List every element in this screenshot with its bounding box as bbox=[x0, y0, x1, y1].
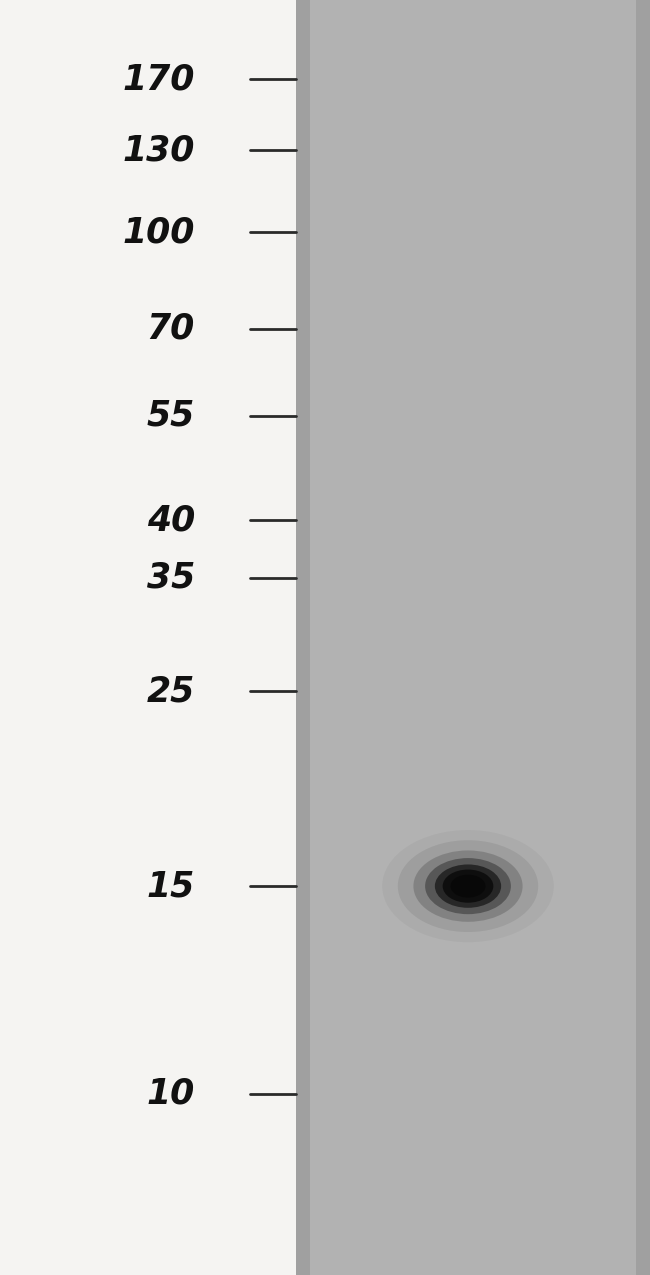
Text: 170: 170 bbox=[123, 62, 195, 96]
Bar bbox=[296, 0, 310, 1275]
Ellipse shape bbox=[398, 840, 538, 932]
Bar bbox=[636, 0, 650, 1275]
Ellipse shape bbox=[450, 875, 486, 898]
Text: 100: 100 bbox=[123, 215, 195, 249]
Text: 25: 25 bbox=[147, 674, 195, 708]
Text: 40: 40 bbox=[147, 504, 195, 537]
Text: 130: 130 bbox=[123, 134, 195, 167]
Bar bbox=[296, 0, 650, 1275]
Ellipse shape bbox=[435, 864, 501, 908]
Ellipse shape bbox=[443, 870, 493, 903]
Ellipse shape bbox=[425, 858, 511, 914]
Text: 55: 55 bbox=[147, 399, 195, 432]
Text: 15: 15 bbox=[147, 870, 195, 903]
Ellipse shape bbox=[413, 850, 523, 922]
Text: 10: 10 bbox=[147, 1077, 195, 1111]
Text: 70: 70 bbox=[147, 312, 195, 346]
Text: 35: 35 bbox=[147, 561, 195, 594]
